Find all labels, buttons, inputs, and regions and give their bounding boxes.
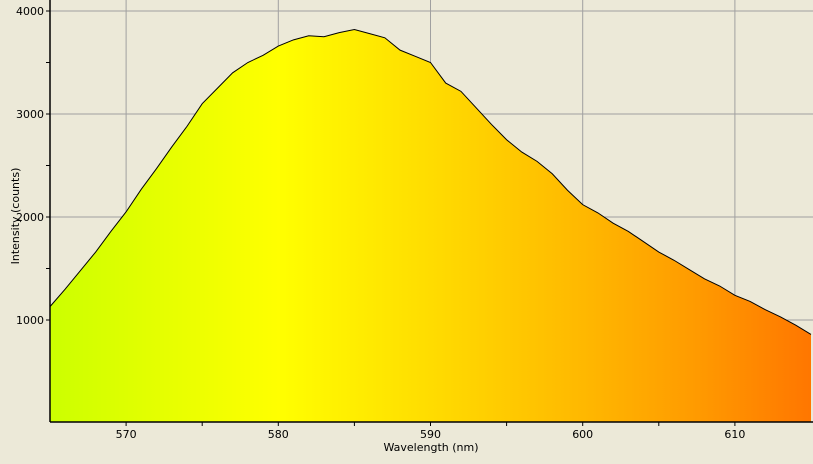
y-tick-label: 4000 bbox=[16, 5, 44, 18]
x-axis-label: Wavelength (nm) bbox=[383, 441, 478, 454]
x-tick-label: 580 bbox=[268, 428, 289, 441]
y-axis-label: Intensity (counts) bbox=[9, 168, 22, 265]
x-tick-label: 600 bbox=[572, 428, 593, 441]
x-tick-label: 570 bbox=[116, 428, 137, 441]
spectrum-line bbox=[49, 29, 812, 335]
y-tick-label: 3000 bbox=[16, 108, 44, 121]
y-tick-label: 1000 bbox=[16, 314, 44, 327]
x-tick-label: 590 bbox=[420, 428, 441, 441]
y-tick-label: 2000 bbox=[16, 211, 44, 224]
spectrum-fill bbox=[50, 29, 811, 422]
x-tick-label: 610 bbox=[724, 428, 745, 441]
axes: 1000 2000 3000 4000 570 580 590 600 610 bbox=[16, 0, 813, 441]
